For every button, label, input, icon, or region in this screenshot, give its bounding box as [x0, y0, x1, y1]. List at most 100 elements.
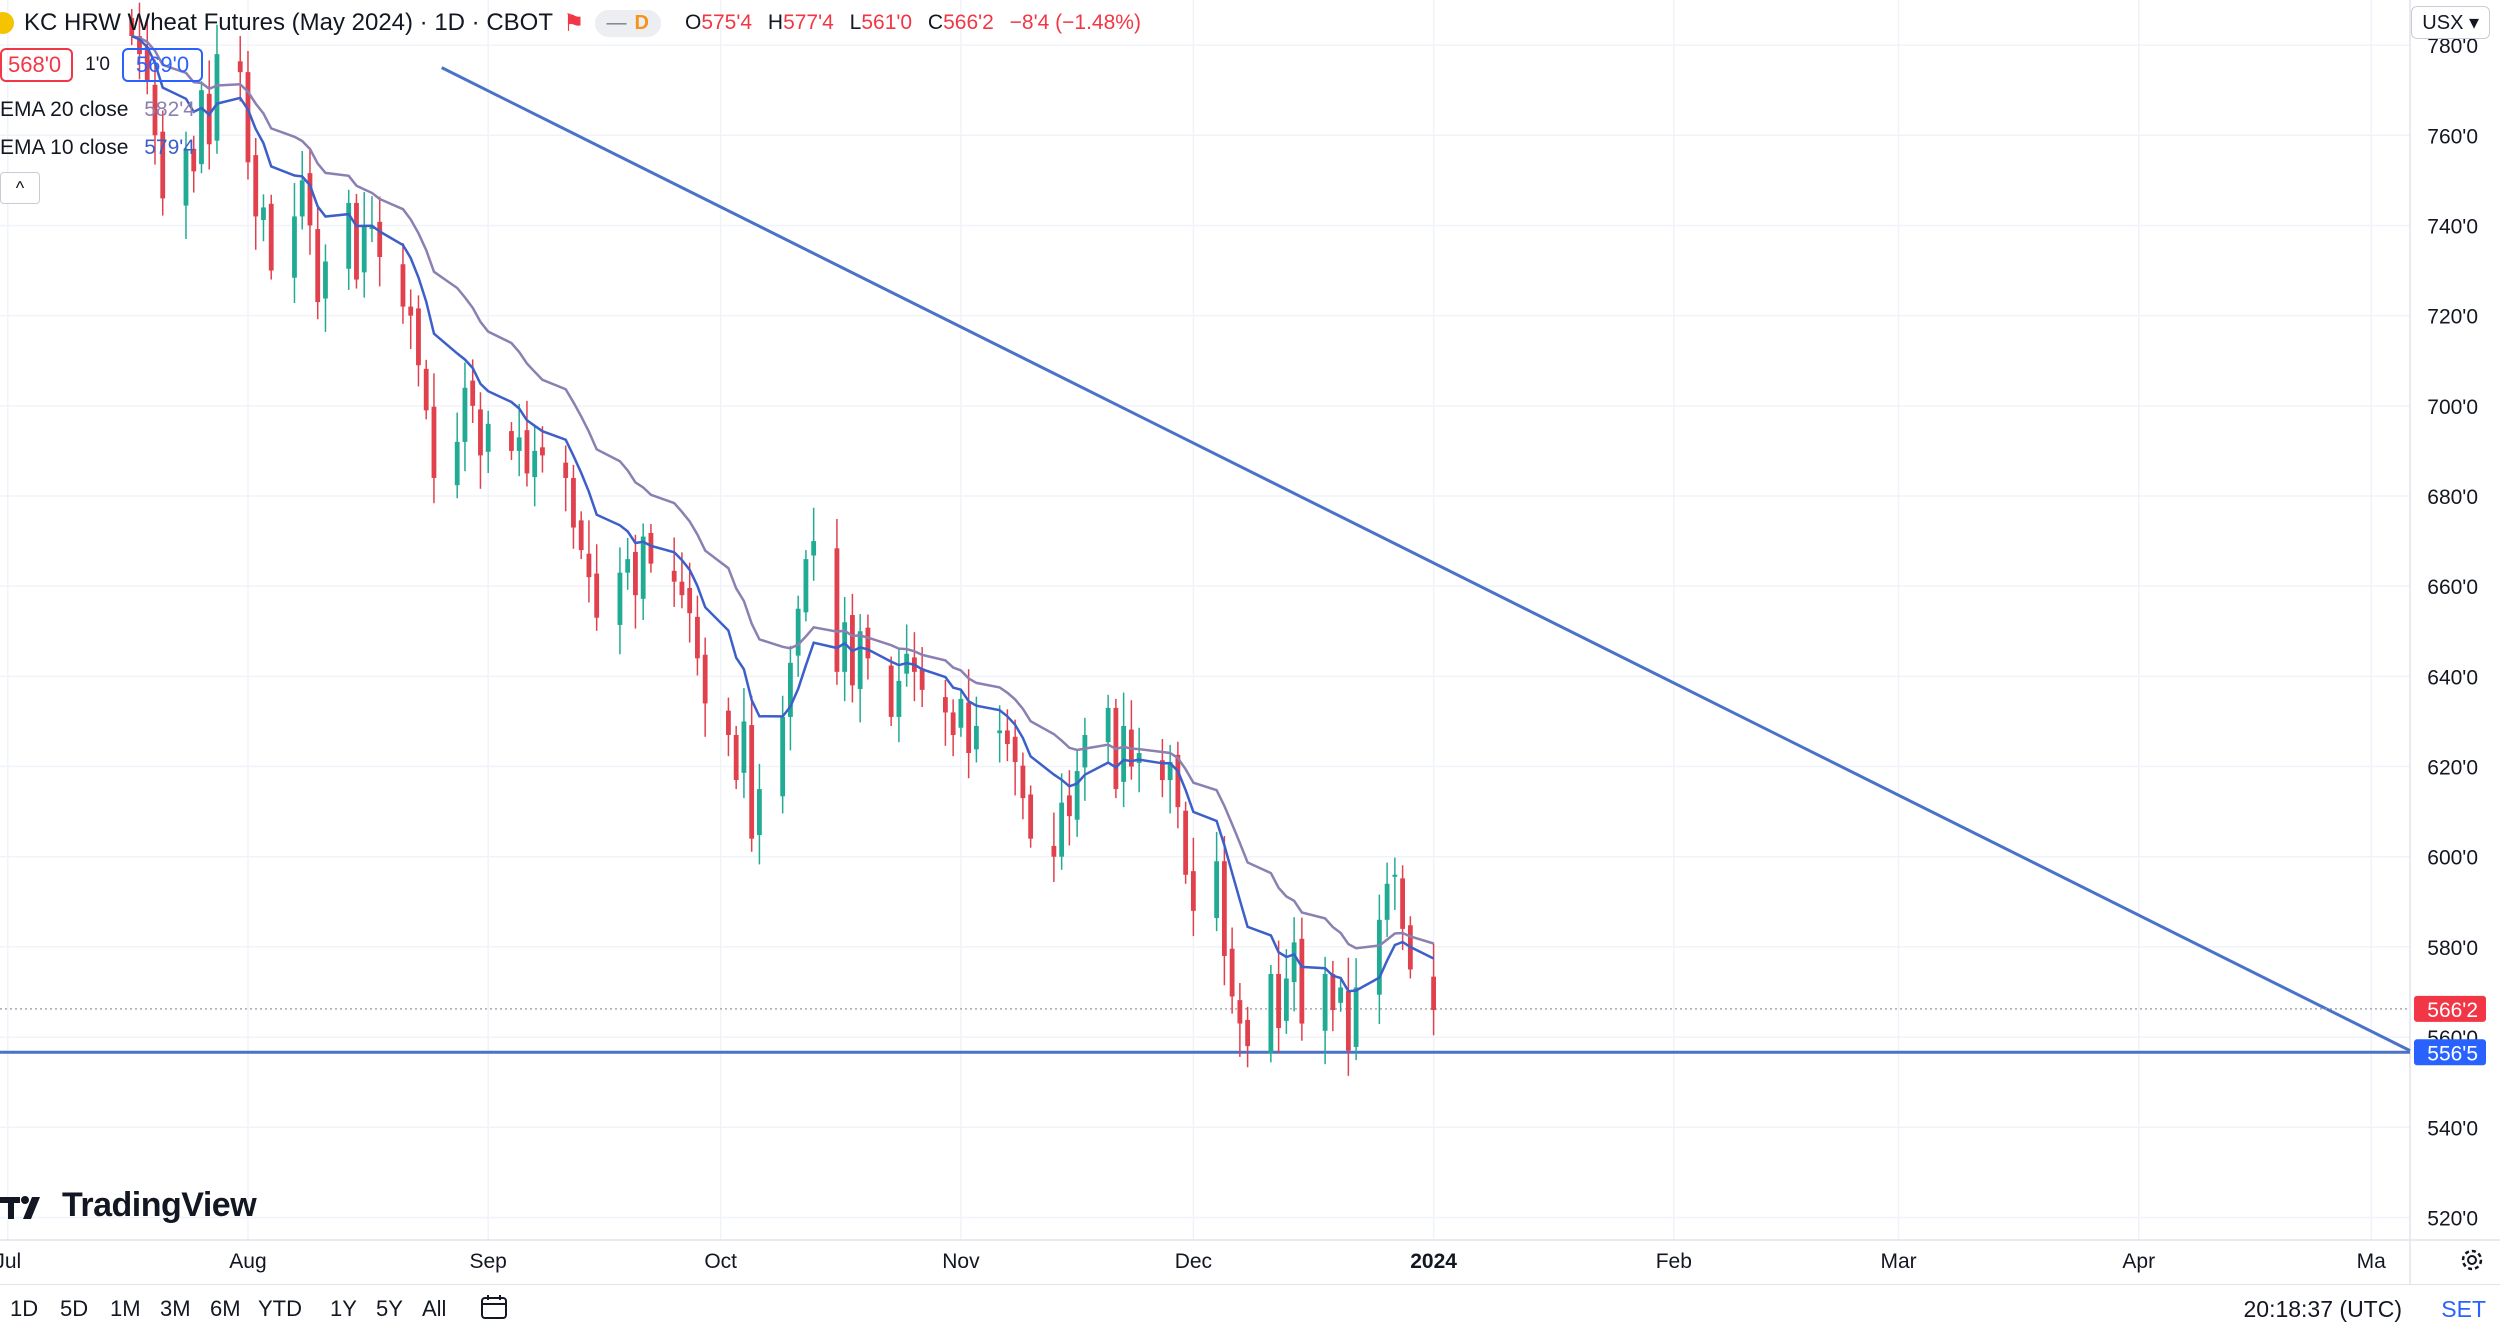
x-tick-label: Ma	[2357, 1250, 2386, 1273]
candle-body	[214, 54, 220, 141]
candle-body	[617, 572, 623, 625]
candle-body	[470, 380, 476, 406]
low-label: L	[849, 11, 862, 34]
x-tick-label: Oct	[704, 1250, 737, 1273]
candle-body	[315, 229, 321, 303]
range-button-5d[interactable]: 5D	[60, 1296, 89, 1321]
symbol-title[interactable]: KC HRW Wheat Futures (May 2024) · 1D · C…	[24, 9, 554, 36]
candle-body	[1221, 861, 1227, 956]
x-tick-label: Dec	[1175, 1250, 1212, 1273]
candle-body	[834, 548, 840, 672]
utc-clock[interactable]: 20:18:37 (UTC)	[2243, 1296, 2402, 1322]
y-tick-label: 640'0	[2427, 666, 2478, 689]
tradingview-logo: TradingView	[0, 1186, 257, 1225]
y-tick-label: 760'0	[2427, 125, 2478, 148]
candle-body	[253, 155, 259, 217]
low-value: 561'0	[861, 11, 913, 34]
candle-body	[485, 423, 491, 452]
range-button-1y[interactable]: 1Y	[330, 1296, 357, 1321]
candle-body	[237, 61, 243, 73]
candle-body	[416, 308, 421, 366]
candle-body	[1283, 978, 1289, 1021]
candle-body	[733, 734, 739, 781]
flag-icon[interactable]: ⚑	[563, 9, 585, 37]
close-value: 566'2	[943, 11, 994, 34]
price-chart[interactable]: 520'0540'0560'0580'0600'0620'0640'0660'0…	[0, 0, 2500, 1284]
candle-body	[679, 581, 685, 596]
high-label: H	[767, 11, 784, 34]
candle-body	[1020, 765, 1026, 799]
candle-body	[191, 148, 197, 172]
buy-button[interactable]: 569'0	[121, 48, 204, 82]
ema20-legend[interactable]: EMA 20 close 582'4	[0, 98, 195, 122]
candle-body	[516, 437, 522, 451]
candlestick-series	[129, 2, 1437, 1076]
candle-body	[1384, 883, 1390, 920]
settings-gear-icon[interactable]	[2458, 1246, 2486, 1274]
support-price-tag: 556'5	[2427, 1042, 2478, 1065]
candle-body	[1291, 942, 1297, 983]
candle-body	[1183, 810, 1189, 875]
range-button-ytd[interactable]: YTD	[258, 1296, 302, 1321]
calendar-goto-icon[interactable]	[480, 1294, 508, 1320]
range-button-all[interactable]: All	[422, 1296, 447, 1321]
candle-body	[780, 716, 786, 797]
candle-body	[1299, 938, 1305, 1024]
y-tick-label: 520'0	[2427, 1207, 2478, 1230]
candle-body	[788, 662, 793, 717]
descending-trendline	[441, 66, 2411, 1052]
delay-pill[interactable]: — D	[594, 9, 661, 37]
candle-body	[633, 551, 638, 596]
symbol-logo-icon	[0, 12, 14, 34]
candle-body	[811, 541, 817, 556]
ema10-legend[interactable]: EMA 10 close 579'4	[0, 136, 195, 160]
candle-body	[1237, 1000, 1243, 1024]
collapse-legend-button[interactable]: ^	[0, 172, 40, 204]
candle-body	[1345, 991, 1351, 1051]
candle-body	[1276, 973, 1282, 1029]
candle-body	[1059, 802, 1065, 857]
candle-body	[1376, 919, 1382, 995]
sell-button[interactable]: 568'0	[0, 48, 74, 82]
candle-body	[1175, 754, 1181, 808]
open-label: O	[684, 11, 702, 34]
candle-body	[1330, 973, 1336, 1011]
range-button-5y[interactable]: 5Y	[376, 1296, 403, 1321]
currency-selector[interactable]: USX ▾	[2411, 6, 2490, 39]
y-tick-label: 620'0	[2427, 757, 2478, 780]
y-tick-label: 600'0	[2427, 847, 2478, 870]
ema10-line	[131, 34, 1435, 993]
bottom-toolbar	[0, 1284, 2500, 1335]
candle-body	[1322, 973, 1328, 1031]
candle-body	[307, 173, 313, 226]
time-axis[interactable]: Jul Aug Sep Oct Nov Dec 2024 Feb Mar Apr Ma	[0, 1250, 2386, 1273]
range-button-6m[interactable]: 6M	[210, 1296, 241, 1321]
x-tick-label: Nov	[942, 1250, 980, 1273]
candle-body	[795, 608, 801, 656]
candle-body	[1012, 736, 1018, 763]
candle-body	[160, 131, 166, 199]
candle-body	[1004, 730, 1010, 744]
x-tick-label: 2024	[1410, 1250, 1457, 1273]
candle-body	[803, 559, 809, 613]
candle-body	[408, 306, 414, 316]
session-toggle[interactable]: SET	[2441, 1296, 2486, 1322]
candle-body	[1245, 1019, 1251, 1047]
candle-body	[299, 180, 305, 217]
candle-body	[1105, 707, 1111, 743]
candle-body	[702, 654, 708, 704]
minus-icon: —	[606, 11, 627, 34]
candle-body	[323, 261, 328, 299]
y-tick-label: 660'0	[2427, 576, 2478, 599]
candle-body	[1082, 734, 1088, 768]
candle-body	[563, 462, 569, 478]
range-button-1d[interactable]: 1D	[10, 1296, 39, 1321]
candle-body	[1074, 771, 1080, 820]
range-button-1m[interactable]: 1M	[110, 1296, 141, 1321]
candle-body	[942, 697, 948, 713]
candle-body	[129, 18, 135, 37]
candle-body	[144, 46, 150, 82]
candle-body	[586, 553, 592, 578]
candle-body	[1400, 878, 1406, 929]
range-button-3m[interactable]: 3M	[160, 1296, 191, 1321]
